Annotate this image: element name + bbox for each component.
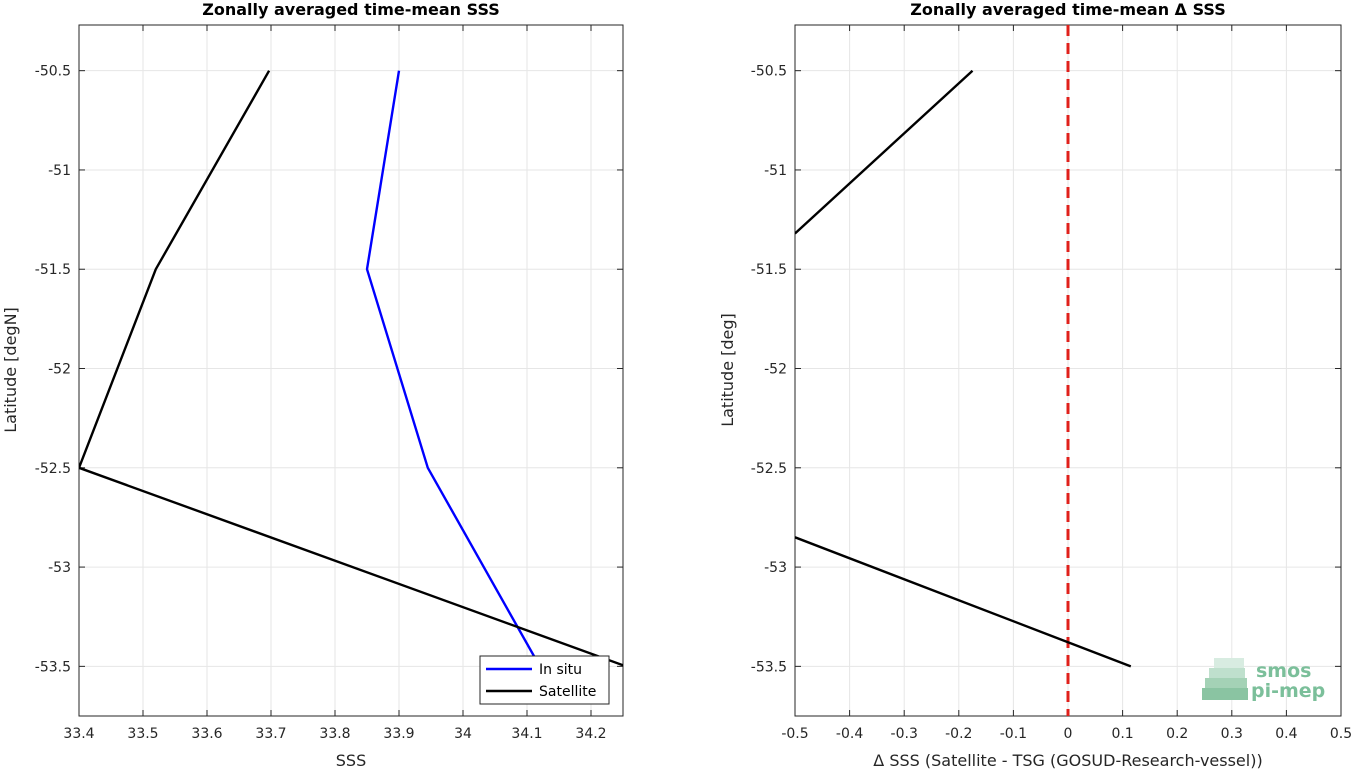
series-line-satellite xyxy=(79,70,623,667)
logo-line-1: smos xyxy=(1256,660,1311,682)
legend-box xyxy=(479,655,610,705)
y-tick-label: -53 xyxy=(48,560,71,576)
logo-wave-4 xyxy=(1202,688,1248,700)
legend-label: In situ xyxy=(539,662,582,678)
x-tick-label: 0.2 xyxy=(1166,726,1188,742)
axes-box xyxy=(78,24,624,717)
x-tick-label: 33.6 xyxy=(191,726,222,742)
series-group xyxy=(795,69,1132,668)
chart-title: Zonally averaged time-mean SSS xyxy=(202,0,500,19)
series-line-in-situ xyxy=(365,70,541,667)
x-tick-label: -0.2 xyxy=(945,726,972,742)
x-tick-label: -0.4 xyxy=(836,726,863,742)
logo-wave-3 xyxy=(1205,678,1247,690)
x-tick-label: 0.5 xyxy=(1330,726,1352,742)
x-tick-label: 33.7 xyxy=(255,726,286,742)
x-tick-label: 0.4 xyxy=(1275,726,1297,742)
y-tick-label: -51 xyxy=(764,163,787,179)
x-tick-label: 0 xyxy=(1064,726,1073,742)
x-tick-label: 34 xyxy=(454,726,472,742)
x-tick-label: 33.4 xyxy=(63,726,94,742)
series-group xyxy=(79,70,623,667)
x-axis-label: Δ SSS (Satellite - TSG (GOSUD-Research-v… xyxy=(873,751,1262,769)
y-axis-label: Latitude [deg] xyxy=(718,313,737,427)
x-tick-label: 34.2 xyxy=(575,726,606,742)
x-tick-label: 0.3 xyxy=(1221,726,1243,742)
logo-wave-2 xyxy=(1209,668,1245,680)
chart-title: Zonally averaged time-mean Δ SSS xyxy=(910,0,1226,19)
y-tick-label: -50.5 xyxy=(751,64,787,80)
x-tick-label: -0.3 xyxy=(891,726,918,742)
y-tick-label: -53.5 xyxy=(751,659,787,675)
x-tick-label: 33.9 xyxy=(383,726,414,742)
smos-pi-mep-logo: smos pi-mep xyxy=(1202,658,1325,702)
y-tick-label: -51.5 xyxy=(35,262,71,278)
series-line-2 xyxy=(795,536,1132,668)
x-tick-label: 0.1 xyxy=(1111,726,1133,742)
y-tick-label: -52.5 xyxy=(35,461,71,477)
x-tick-label: -0.1 xyxy=(1000,726,1027,742)
legend-label: Satellite xyxy=(539,684,596,700)
y-tick-label: -53.5 xyxy=(35,659,71,675)
y-tick-label: -52 xyxy=(764,362,787,378)
chart-panel-2: -0.5 -0.4 -0.3 -0.2 -0.1 0 0.1 0.2 0.3 0.4 0.5 -50.… xyxy=(718,0,1352,769)
x-axis-label: SSS xyxy=(336,751,366,769)
x-tick-label: 33.5 xyxy=(127,726,158,742)
chart-panel-1: 33.4 33.5 33.6 33.7 33.8 33.9 34 34.1 34.2 -50.5 -… xyxy=(1,0,624,769)
y-tick-label: -51.5 xyxy=(751,262,787,278)
x-tick-label: 33.8 xyxy=(319,726,350,742)
y-axis-label: Latitude [degN] xyxy=(1,307,20,433)
x-tick-label: -0.5 xyxy=(781,726,808,742)
logo-wave-1 xyxy=(1214,658,1244,670)
x-tick-label: 34.1 xyxy=(511,726,542,742)
y-tick-label: -53 xyxy=(764,560,787,576)
y-tick-label: -51 xyxy=(48,163,71,179)
y-tick-label: -52 xyxy=(48,362,71,378)
series-line-1 xyxy=(795,69,974,235)
y-tick-label: -50.5 xyxy=(35,64,71,80)
logo-line-2: pi-mep xyxy=(1251,680,1325,702)
legend: In situ Satellite xyxy=(479,655,610,705)
y-tick-label: -52.5 xyxy=(751,461,787,477)
